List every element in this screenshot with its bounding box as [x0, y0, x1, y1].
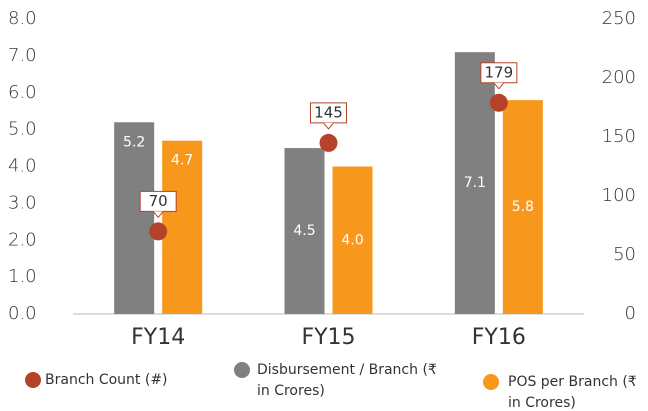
dot: [319, 133, 338, 152]
y2-tick-label: 100: [602, 185, 636, 206]
y2-tick-label: 50: [613, 244, 636, 265]
data-label: 179: [485, 63, 514, 81]
y-tick-label: 3.0: [8, 192, 37, 213]
x-tick-label: FY15: [301, 325, 355, 350]
legend-label: Disbursement / Branch (₹ in Crores): [257, 362, 437, 399]
value-label: 7.1: [464, 175, 486, 191]
dot: [489, 93, 508, 112]
legend-marker: [25, 372, 41, 388]
y-tick-label: 5.0: [8, 119, 37, 140]
legend-label: POS per Branch (₹ in Crores): [508, 374, 637, 411]
y2-tick-label: 0: [625, 303, 636, 324]
bar: [502, 100, 543, 314]
y-tick-label: 6.0: [8, 82, 37, 103]
bar: [332, 166, 373, 314]
legend-marker: [483, 374, 499, 390]
y2-tick-label: 250: [602, 8, 636, 29]
value-label: 4.0: [341, 232, 363, 248]
bar: [284, 148, 325, 314]
legend-label: Branch Count (#): [45, 372, 168, 388]
label-pointer: [493, 82, 505, 90]
value-label: 4.5: [293, 223, 315, 239]
y-tick-label: 7.0: [8, 45, 37, 66]
y-tick-label: 8.0: [8, 8, 37, 29]
y2-tick-label: 200: [602, 67, 636, 88]
value-label: 5.8: [512, 199, 534, 215]
value-label: 5.2: [123, 134, 145, 150]
value-label: 4.7: [171, 153, 193, 169]
y-tick-label: 4.0: [8, 156, 37, 177]
y-tick-label: 1.0: [8, 266, 37, 287]
x-tick-label: FY16: [472, 325, 526, 350]
bar: [454, 52, 495, 314]
legend-marker: [234, 362, 250, 378]
label-pointer: [323, 122, 334, 130]
bar: [162, 140, 203, 314]
dot: [149, 222, 168, 241]
y2-tick-label: 150: [602, 126, 636, 147]
y-tick-label: 0.0: [8, 303, 37, 324]
y-tick-label: 2.0: [8, 229, 37, 250]
label-pointer: [152, 211, 164, 219]
data-label: 145: [314, 103, 343, 121]
x-tick-label: FY14: [131, 325, 185, 350]
bar: [114, 122, 155, 314]
data-label: 70: [149, 192, 168, 210]
